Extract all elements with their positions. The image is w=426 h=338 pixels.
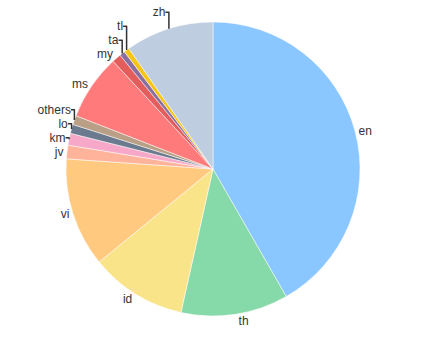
svg-text:vi: vi: [61, 207, 70, 221]
svg-text:th: th: [239, 314, 249, 328]
svg-text:ms: ms: [72, 77, 88, 91]
svg-text:id: id: [123, 292, 132, 306]
svg-text:en: en: [359, 124, 372, 138]
svg-text:lo: lo: [58, 117, 68, 131]
svg-text:jv: jv: [54, 145, 64, 159]
svg-text:others: others: [38, 103, 71, 117]
svg-text:tl: tl: [117, 19, 123, 33]
svg-text:zh: zh: [153, 5, 166, 19]
svg-text:my: my: [97, 47, 113, 61]
svg-text:ta: ta: [108, 33, 118, 47]
svg-text:km: km: [50, 131, 66, 145]
